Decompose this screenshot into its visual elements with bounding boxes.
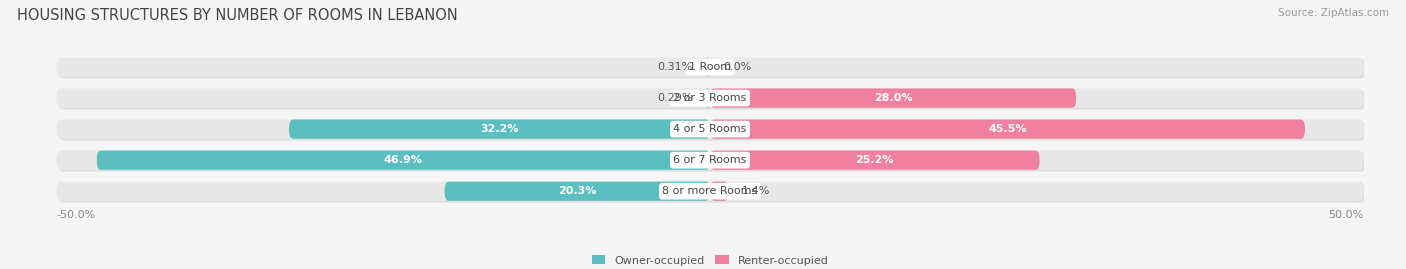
Text: 8 or more Rooms: 8 or more Rooms xyxy=(662,186,758,196)
Text: 6 or 7 Rooms: 6 or 7 Rooms xyxy=(673,155,747,165)
Text: HOUSING STRUCTURES BY NUMBER OF ROOMS IN LEBANON: HOUSING STRUCTURES BY NUMBER OF ROOMS IN… xyxy=(17,8,457,23)
FancyBboxPatch shape xyxy=(97,151,710,170)
FancyBboxPatch shape xyxy=(706,89,710,108)
FancyBboxPatch shape xyxy=(56,182,1364,201)
Text: Source: ZipAtlas.com: Source: ZipAtlas.com xyxy=(1278,8,1389,18)
FancyBboxPatch shape xyxy=(706,57,710,77)
Text: 1.4%: 1.4% xyxy=(741,186,770,196)
FancyBboxPatch shape xyxy=(710,151,1039,170)
Text: 25.2%: 25.2% xyxy=(855,155,894,165)
Text: 0.29%: 0.29% xyxy=(658,93,693,103)
Text: 4 or 5 Rooms: 4 or 5 Rooms xyxy=(673,124,747,134)
FancyBboxPatch shape xyxy=(58,153,1365,172)
FancyBboxPatch shape xyxy=(56,151,1364,170)
FancyBboxPatch shape xyxy=(444,182,710,201)
Text: -50.0%: -50.0% xyxy=(56,210,96,220)
Text: 20.3%: 20.3% xyxy=(558,186,596,196)
Text: 1 Room: 1 Room xyxy=(689,62,731,72)
FancyBboxPatch shape xyxy=(56,89,1364,108)
FancyBboxPatch shape xyxy=(58,59,1365,79)
Text: 0.0%: 0.0% xyxy=(723,62,751,72)
FancyBboxPatch shape xyxy=(710,119,1305,139)
Text: 28.0%: 28.0% xyxy=(875,93,912,103)
Text: 50.0%: 50.0% xyxy=(1329,210,1364,220)
Text: 45.5%: 45.5% xyxy=(988,124,1026,134)
FancyBboxPatch shape xyxy=(56,119,1364,139)
Text: 32.2%: 32.2% xyxy=(481,124,519,134)
Legend: Owner-occupied, Renter-occupied: Owner-occupied, Renter-occupied xyxy=(592,255,828,266)
Text: 0.31%: 0.31% xyxy=(658,62,693,72)
FancyBboxPatch shape xyxy=(58,121,1365,141)
FancyBboxPatch shape xyxy=(710,182,728,201)
FancyBboxPatch shape xyxy=(290,119,710,139)
FancyBboxPatch shape xyxy=(710,89,1076,108)
Text: 46.9%: 46.9% xyxy=(384,155,423,165)
FancyBboxPatch shape xyxy=(58,183,1365,203)
Text: 2 or 3 Rooms: 2 or 3 Rooms xyxy=(673,93,747,103)
FancyBboxPatch shape xyxy=(56,57,1364,77)
FancyBboxPatch shape xyxy=(58,90,1365,109)
